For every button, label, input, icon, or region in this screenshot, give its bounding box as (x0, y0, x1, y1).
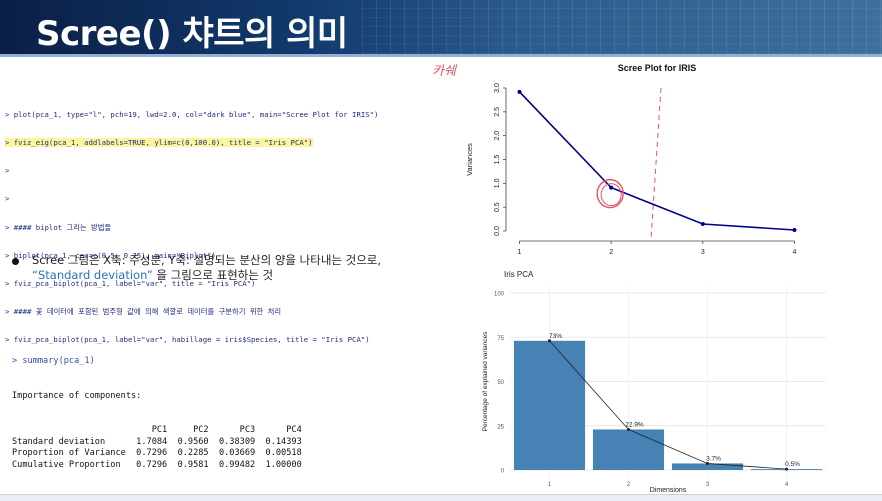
data-point (785, 467, 788, 471)
y-axis-label: Variances (465, 143, 474, 176)
data-point (627, 427, 630, 431)
r-code-block: > plot(pca_1, type="l", pch=19, lwd=2.0,… (5, 91, 445, 354)
data-label: 22.9% (625, 421, 644, 428)
handwritten-annotation: 카쉐 (432, 64, 456, 79)
chart-title: Iris PCA (504, 270, 534, 279)
code-line: > fviz_pca_biplot(pca_1, label="var", ti… (5, 279, 256, 289)
y-tick-label: 0.5 (494, 202, 501, 212)
y-tick-label: 0.0 (494, 226, 501, 236)
data-point (706, 461, 709, 465)
bar (671, 463, 744, 470)
series-line (518, 91, 795, 231)
annotation-circle (596, 178, 624, 209)
code-line: > biplot(pca_1, cex=c(0.5, 0.75), main="… (5, 250, 216, 260)
code-line: > #### biplot 그리는 방법들 (5, 222, 112, 232)
code-line: > plot(pca_1, type="l", pch=19, lwd=2.0,… (5, 109, 379, 119)
scree-plot-chart: Scree Plot for IRIS 0.0 0.5 1.0 1.5 2.0 2.5 3.0… (465, 63, 797, 256)
banner-divider (0, 54, 882, 57)
bullet-line-2-rest: 을 그림으로 표현하는 것 (152, 268, 274, 282)
y-axis-label: Percentage of explained variances (482, 331, 489, 431)
y-tick-label: 2.5 (494, 107, 501, 117)
summary-heading: Importance of components: (12, 390, 142, 401)
bullet-text: Scree 그림은 X축: 주성분, Y축: 설명되는 분산의 양을 나타내는 … (32, 253, 462, 283)
summary-row: Proportion of Variance 0.7296 0.2285 0.0… (12, 448, 302, 458)
x-tick-label: 1 (518, 249, 522, 256)
y-tick-label: 3.0 (494, 83, 501, 93)
data-label: 3.7% (706, 455, 721, 462)
y-tick-label: 25 (497, 424, 504, 430)
x-tick-label: 2 (609, 249, 613, 256)
code-line-highlighted: > fviz_eig(pca_1, addlabels=TRUE, ylim=c… (5, 138, 313, 148)
x-tick-label: 3 (701, 249, 705, 256)
annotation-dashed-line (650, 87, 662, 240)
data-point (548, 339, 551, 343)
summary-command: > summary(pca_1) (12, 356, 95, 366)
summary-column-header: PC1 PC2 PC3 PC4 (12, 425, 302, 435)
bullet-line-2: “Standard deviation” 을 그림으로 표현하는 것 (32, 268, 462, 283)
banner-background-pattern (362, 0, 882, 54)
iris-pca-bar-chart: Iris PCA 0 25 50 75 100 73% 22.9% 3.7% 0.5% 1 2 3 4 Di… (482, 270, 826, 494)
y-tick-label: 100 (494, 292, 505, 298)
x-tick-label: 1 (548, 482, 552, 488)
y-tick-label: 0 (501, 469, 505, 475)
data-label: 73% (549, 333, 562, 340)
x-tick-label: 4 (793, 249, 797, 256)
x-tick-label: 3 (706, 482, 710, 488)
annotation-circle (600, 183, 622, 207)
x-axis-label: Dimensions (650, 487, 687, 494)
bullet-highlight: “Standard deviation” (32, 268, 153, 282)
bullet-line-1: Scree 그림은 X축: 주성분, Y축: 설명되는 분산의 양을 나타내는 … (32, 253, 382, 267)
data-point (792, 227, 797, 232)
y-tick-label: 2.0 (494, 131, 501, 141)
y-tick-label: 50 (497, 380, 504, 386)
summary-output: > summary(pca_1) Importance of component… (12, 333, 302, 483)
y-tick-label: 1.5 (494, 155, 501, 165)
code-line: > #### 꽃 데이터에 포함된 범주형 값에 의해 색깔로 데이터를 구분하… (5, 307, 282, 317)
slide-footer-bar (0, 494, 882, 501)
y-tick-label: 75 (497, 336, 504, 342)
x-tick-label: 2 (627, 482, 631, 488)
y-tick-label: 1.0 (494, 178, 501, 188)
slide-title: Scree() 챠트의 의미 (36, 14, 348, 54)
data-point (609, 185, 614, 190)
summary-row: Cumulative Proportion 0.7296 0.9581 0.99… (12, 459, 302, 470)
trend-line (549, 340, 787, 470)
chart-title: Scree Plot for IRIS (618, 63, 697, 73)
code-line: > (5, 194, 10, 204)
summary-table: PC1 PC2 PC3 PC4 Standard deviation 1.7084… (12, 425, 302, 471)
x-tick-label: 4 (785, 482, 789, 488)
data-label: 0.5% (785, 461, 800, 468)
bar (592, 429, 665, 470)
code-line: > fviz_pca_biplot(pca_1, label="var", ha… (5, 335, 370, 345)
data-point (700, 221, 705, 226)
summary-row: Standard deviation 1.7084 0.9560 0.38309… (12, 436, 302, 447)
bar (513, 340, 586, 470)
data-point (517, 89, 522, 94)
code-line: > (5, 166, 10, 176)
title-banner: Scree() 챠트의 의미 (0, 0, 882, 54)
bullet-point-icon (12, 258, 19, 265)
